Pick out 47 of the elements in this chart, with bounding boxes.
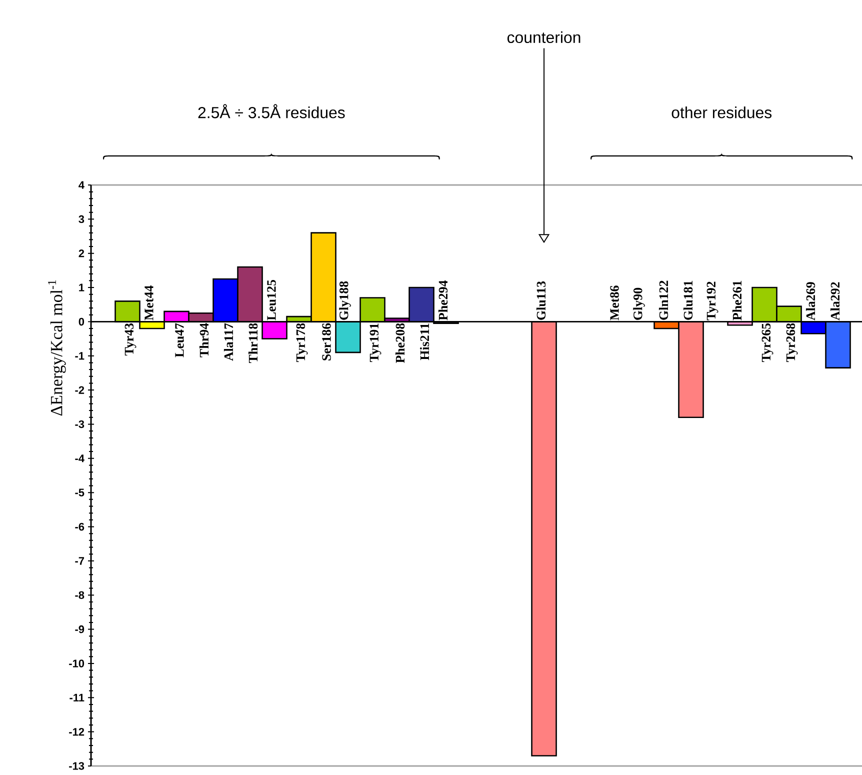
x-tick-label: Gly90	[633, 288, 645, 320]
x-tick-label: Leu47	[175, 323, 184, 358]
text: counterion	[507, 31, 580, 44]
x-tick-label: Ala292	[830, 282, 840, 320]
x-tick-label: His211	[420, 324, 430, 360]
x-tick-label: Glu113	[536, 281, 546, 320]
y-axis-title: ΔEnergy/Kcal mol$^{-1}$	[48, 280, 66, 416]
x-tick-label: Glu181	[683, 280, 693, 320]
y-tick-label: -2	[75, 386, 84, 394]
x-tick-label: Ser186	[322, 323, 331, 360]
y-tick-label: -1	[75, 352, 84, 360]
text: 2.5Å ÷ 3.5Å residues	[198, 104, 345, 118]
x-tick-label: Tyr43	[124, 323, 136, 356]
y-tick-label: -11	[70, 694, 84, 702]
x-tick-label: Phe294	[438, 280, 448, 320]
y-tick-label: -5	[75, 488, 84, 496]
y-tick-label: -6	[75, 522, 84, 531]
y-tick-label: 1	[79, 284, 84, 292]
x-tick-label: Met86	[610, 286, 619, 320]
y-tick-label: -7	[75, 557, 84, 565]
y-tick-label: -12	[69, 728, 84, 736]
x-tick-label: Tyr265	[762, 323, 774, 362]
x-tick-label: Thr94	[199, 323, 209, 358]
x-tick-label: Tyr178	[296, 323, 308, 362]
x-tick-label: Tyr268	[786, 323, 798, 362]
x-tick-label: Gln122	[658, 280, 668, 320]
x-tick-label: Tyr191	[370, 324, 382, 362]
x-tick-label: Leu125	[267, 280, 276, 320]
y-tick-label: -4	[75, 454, 84, 462]
x-tick-label: Met44	[144, 285, 154, 320]
x-tick-label: Phe261	[732, 280, 742, 320]
y-tick-label: -10	[69, 660, 84, 668]
y-tick-label: -13	[69, 762, 84, 770]
y-tick-label: 3	[78, 215, 84, 224]
y-tick-label: 4	[78, 181, 84, 189]
x-tick-label: Tyr192	[706, 282, 718, 320]
y-tick-label: -9	[75, 625, 84, 634]
text: other residues	[672, 106, 772, 118]
y-tick-label: -3	[75, 420, 84, 428]
x-tick-label: Gly188	[339, 281, 351, 320]
x-tick-label: Phe208	[395, 323, 405, 363]
y-tick-label: 0	[78, 318, 84, 326]
y-tick-label: 2	[78, 250, 84, 258]
y-tick-label: -8	[75, 591, 84, 599]
x-tick-label: Ala269	[806, 282, 816, 320]
x-tick-label: Thr118	[248, 323, 258, 363]
x-tick-label: Ala117	[224, 323, 234, 361]
